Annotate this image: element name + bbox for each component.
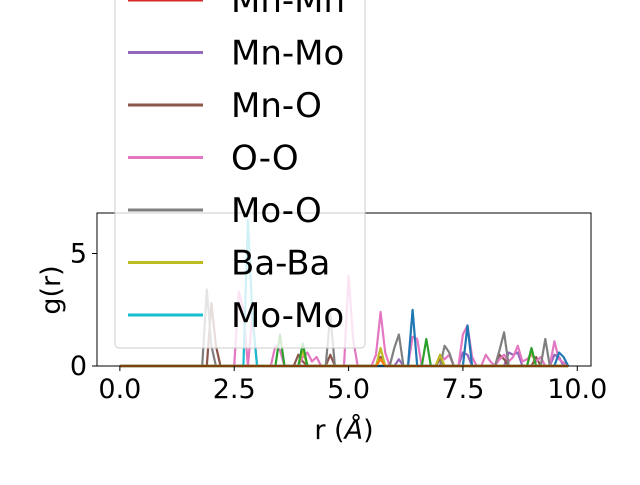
- legend-label-mo-mo: Mo-Mo: [231, 296, 344, 336]
- y-tick-label: 5: [70, 239, 87, 270]
- x-axis: 0.0 2.5 5.0 7.5 10.0: [98, 366, 607, 405]
- legend-box: [114, 0, 366, 349]
- y-axis: 05: [70, 239, 97, 382]
- x-tick-label: 10.0: [547, 374, 607, 405]
- x-tick-label: 0.0: [98, 374, 141, 405]
- y-tick-label: 0: [70, 351, 87, 382]
- legend-label-o-o: O-O: [231, 139, 299, 179]
- series-line-unlabeled-8: [119, 308, 570, 368]
- x-tick-label: 2.5: [213, 374, 256, 405]
- legend-label-mo-o: Mo-O: [231, 191, 322, 231]
- legend-label-mn-mn: Mn-Mn: [231, 0, 345, 21]
- legend-label-mn-mo: Mn-Mo: [231, 34, 344, 74]
- legend: Mn-Mn Mn-Mo Mn-O O-O Mo-O Ba-Ba Mo-Mo: [114, 0, 366, 349]
- y-axis-label: g(r): [36, 265, 67, 314]
- x-tick-label: 7.5: [441, 374, 484, 405]
- legend-label-ba-ba: Ba-Ba: [231, 244, 330, 284]
- x-tick-label: 5.0: [327, 374, 370, 405]
- legend-label-mn-o: Mn-O: [231, 86, 322, 126]
- x-axis-label: r (Å): [314, 414, 373, 446]
